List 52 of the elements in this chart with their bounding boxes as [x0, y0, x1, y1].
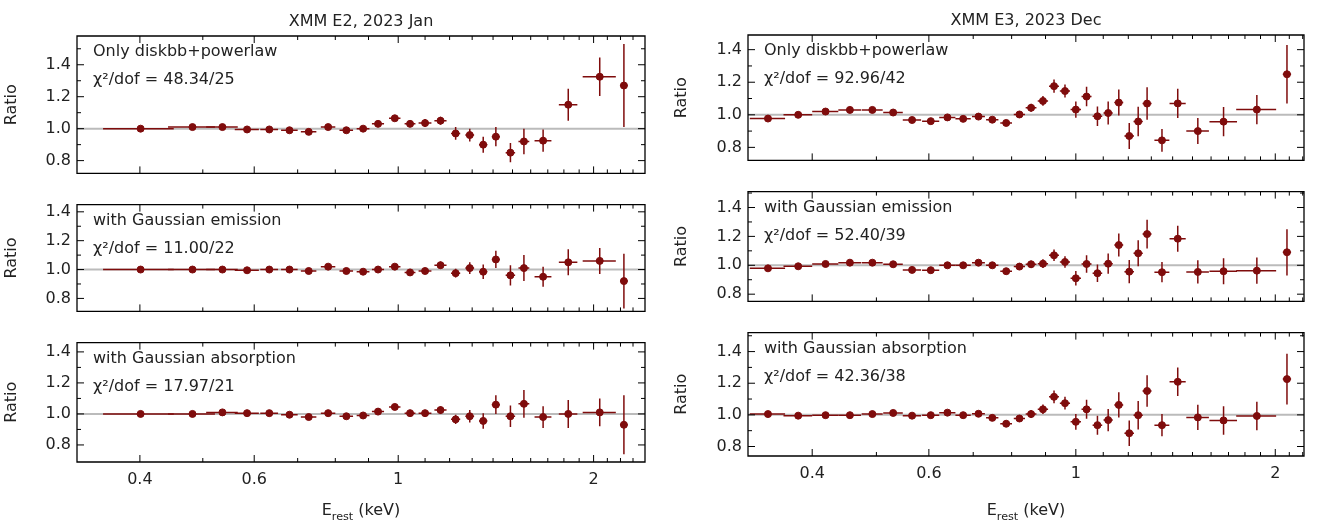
y-tick-label: 1.4	[45, 53, 71, 73]
annotation: χ²/dof = 11.00/22	[93, 237, 235, 257]
x-tick-label: 1	[1070, 462, 1081, 482]
annotation: with Gaussian absorption	[93, 347, 296, 367]
y-tick-label: 0.8	[716, 283, 742, 303]
annotation: Only diskbb+powerlaw	[93, 41, 278, 61]
annotation: with Gaussian emission	[764, 196, 953, 216]
y-axis-title: Ratio	[670, 77, 690, 119]
y-tick-label: 1.2	[716, 225, 742, 245]
y-axis-title: Ratio	[670, 225, 690, 268]
y-tick-label: 1.4	[45, 200, 71, 220]
chart-title: XMM E3, 2023 Dec	[950, 10, 1102, 29]
y-tick-label: 1.0	[716, 404, 742, 424]
y-tick-label: 1.2	[45, 229, 71, 249]
annotation: χ²/dof = 52.40/39	[764, 224, 906, 244]
annotation: χ²/dof = 48.34/25	[93, 69, 235, 89]
x-tick-label: 0.4	[799, 462, 825, 482]
y-tick-label: 1.4	[716, 196, 742, 216]
x-tick-label: 1	[393, 468, 404, 488]
y-tick-label: 1.2	[45, 372, 71, 392]
y-tick-label: 1.0	[45, 258, 71, 278]
y-tick-label: 1.0	[716, 254, 742, 274]
y-tick-label: 0.8	[716, 136, 742, 156]
y-tick-label: 1.4	[45, 341, 71, 361]
x-tick-label: 0.4	[127, 468, 153, 488]
annotation: with Gaussian absorption	[764, 337, 967, 357]
y-tick-label: 0.8	[45, 149, 71, 169]
y-tick-label: 1.2	[45, 85, 71, 105]
annotation: χ²/dof = 92.96/42	[764, 68, 906, 88]
x-tick-label: 0.6	[241, 468, 267, 488]
y-tick-label: 0.8	[716, 435, 742, 455]
y-tick-label: 1.0	[716, 103, 742, 123]
y-tick-label: 0.8	[45, 287, 71, 307]
y-tick-label: 1.2	[716, 372, 742, 392]
y-tick-label: 1.4	[716, 38, 742, 58]
y-axis-title: Ratio	[0, 237, 20, 279]
x-tick-label: 0.6	[916, 462, 942, 482]
y-axis-title: Ratio	[670, 373, 690, 415]
annotation: with Gaussian emission	[93, 209, 282, 229]
annotation: χ²/dof = 17.97/21	[93, 375, 235, 395]
y-tick-label: 1.0	[45, 117, 71, 137]
y-axis-title: Ratio	[0, 84, 20, 126]
annotation: Only diskbb+powerlaw	[764, 40, 949, 60]
y-tick-label: 1.0	[45, 403, 71, 423]
x-tick-label: 2	[588, 468, 599, 488]
y-tick-label: 1.4	[716, 340, 742, 360]
y-tick-label: 1.2	[716, 71, 742, 91]
chart-title: XMM E2, 2023 Jan	[288, 11, 434, 30]
annotation: χ²/dof = 42.36/38	[764, 365, 906, 385]
y-axis-title: Ratio	[0, 381, 20, 423]
y-tick-label: 0.8	[45, 434, 71, 454]
x-tick-label: 2	[1270, 462, 1281, 482]
